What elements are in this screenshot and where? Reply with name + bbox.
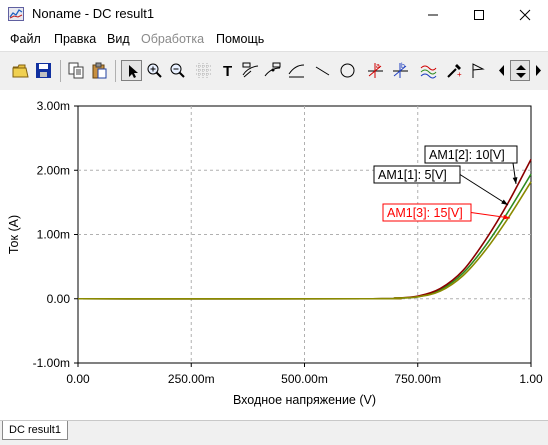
zoom-in-button[interactable] (144, 60, 165, 81)
curves-icon (420, 65, 437, 79)
close-icon (519, 9, 531, 21)
close-button[interactable] (502, 0, 548, 29)
grid-icon (196, 63, 211, 78)
minimize-button[interactable] (410, 0, 456, 29)
svg-text:a: a (376, 63, 380, 70)
annotation-box[interactable] (373, 165, 461, 184)
title-bar: Noname - DC result1 (0, 0, 548, 29)
annotation-box[interactable] (382, 203, 472, 222)
x-tick-label: 500.00m (281, 372, 328, 386)
copy-button[interactable] (66, 60, 87, 81)
scroll-updown-icon (516, 65, 526, 78)
annotation-label[interactable]: AM1[3]: 15[V] (387, 206, 463, 220)
menu-view[interactable]: Вид (107, 32, 130, 46)
scroll-left-icon (499, 65, 504, 76)
zoom-in-icon (147, 63, 162, 78)
annotation-arrowhead (503, 214, 510, 220)
tab-strip: DC result1 (0, 420, 548, 445)
zoom-out-icon (170, 63, 185, 78)
paste-icon (92, 62, 107, 79)
copy-icon (68, 62, 84, 79)
select-tool-button[interactable] (121, 60, 142, 81)
flag-button[interactable] (468, 60, 489, 81)
label-curve-icon (242, 62, 259, 78)
annotation-label[interactable]: AM1[2]: 10[V] (429, 148, 505, 162)
draw-line-button[interactable] (312, 60, 333, 81)
label-line-button[interactable] (286, 60, 307, 81)
menu-file[interactable]: Файл (10, 32, 41, 46)
annotation-arrowhead (501, 199, 508, 205)
y-tick-label: 2.00m (37, 163, 70, 177)
label-curve-button[interactable] (240, 60, 261, 81)
y-tick-label: -1.00m (33, 356, 70, 370)
annotation-box[interactable] (424, 145, 518, 164)
toolbar-separator (115, 60, 116, 82)
menu-edit[interactable]: Правка (54, 32, 97, 46)
paste-button[interactable] (89, 60, 110, 81)
toolbar-separator (60, 60, 61, 82)
toolbar: T a b + (0, 51, 548, 91)
tab-dc-result1[interactable]: DC result1 (2, 421, 68, 440)
dc-result-chart[interactable]: 0.00 250.00m 500.00m 750.00m 1.00 3.00m 2.00m 1… (0, 90, 548, 420)
cursor-a-button[interactable]: a (365, 60, 386, 81)
x-tick-label: 750.00m (394, 372, 441, 386)
chart-area[interactable]: 0.00 250.00m 500.00m 750.00m 1.00 3.00m 2.00m 1… (0, 90, 548, 420)
flag-icon (472, 63, 485, 78)
label-point-button[interactable] (262, 60, 283, 81)
maximize-icon (474, 10, 484, 21)
grid-button[interactable] (193, 60, 214, 81)
minimize-icon (428, 14, 438, 16)
text-tool-button[interactable]: T (218, 60, 239, 81)
open-folder-icon (12, 64, 29, 78)
circle-icon (340, 63, 355, 78)
annotation-arrowhead (512, 177, 518, 184)
label-line-icon (288, 64, 305, 78)
menu-bar: Файл Правка Вид Обработка Помощь (0, 29, 548, 49)
menu-processing[interactable]: Обработка (141, 32, 205, 46)
svg-text:b: b (401, 63, 405, 70)
svg-text:+: + (457, 70, 462, 79)
y-tick-label: 3.00m (37, 99, 70, 113)
scroll-updown-button[interactable] (510, 60, 530, 81)
x-tick-label: 250.00m (168, 372, 215, 386)
annotation-label[interactable]: AM1[1]: 5[V] (378, 168, 447, 182)
pointer-icon (129, 65, 138, 78)
save-icon (36, 63, 51, 78)
app-icon (8, 7, 24, 21)
curves-button[interactable] (418, 60, 439, 81)
cursor-a-icon: a (368, 63, 383, 78)
menu-help[interactable]: Помощь (216, 32, 265, 46)
x-axis-title: Входное напряжение (V) (233, 393, 376, 407)
series-line-3[interactable] (77, 181, 532, 300)
y-tick-label: 1.00m (37, 228, 70, 242)
cursor-b-icon: b (393, 63, 408, 78)
x-tick-label: 0.00 (66, 372, 90, 386)
scroll-right-button[interactable] (531, 60, 545, 81)
line-icon (315, 66, 330, 76)
annotation-arrow (459, 174, 509, 206)
pick-button[interactable]: + (444, 60, 465, 81)
x-tick-label: 1.00 (519, 372, 543, 386)
zoom-out-button[interactable] (167, 60, 188, 81)
cursor-b-button[interactable]: b (390, 60, 411, 81)
y-axis-title: Ток (A) (7, 215, 21, 254)
pick-icon: + (447, 64, 462, 79)
maximize-button[interactable] (456, 0, 502, 29)
save-button[interactable] (33, 60, 54, 81)
scroll-right-icon (536, 65, 541, 76)
y-tick-label: 0.00 (47, 292, 71, 306)
text-icon: T (223, 63, 232, 79)
scroll-left-button[interactable] (495, 60, 509, 81)
label-point-icon (264, 62, 281, 77)
window-title: Noname - DC result1 (32, 6, 155, 21)
svg-text:T: T (223, 63, 232, 79)
draw-circle-button[interactable] (337, 60, 358, 81)
open-button[interactable] (10, 60, 31, 81)
